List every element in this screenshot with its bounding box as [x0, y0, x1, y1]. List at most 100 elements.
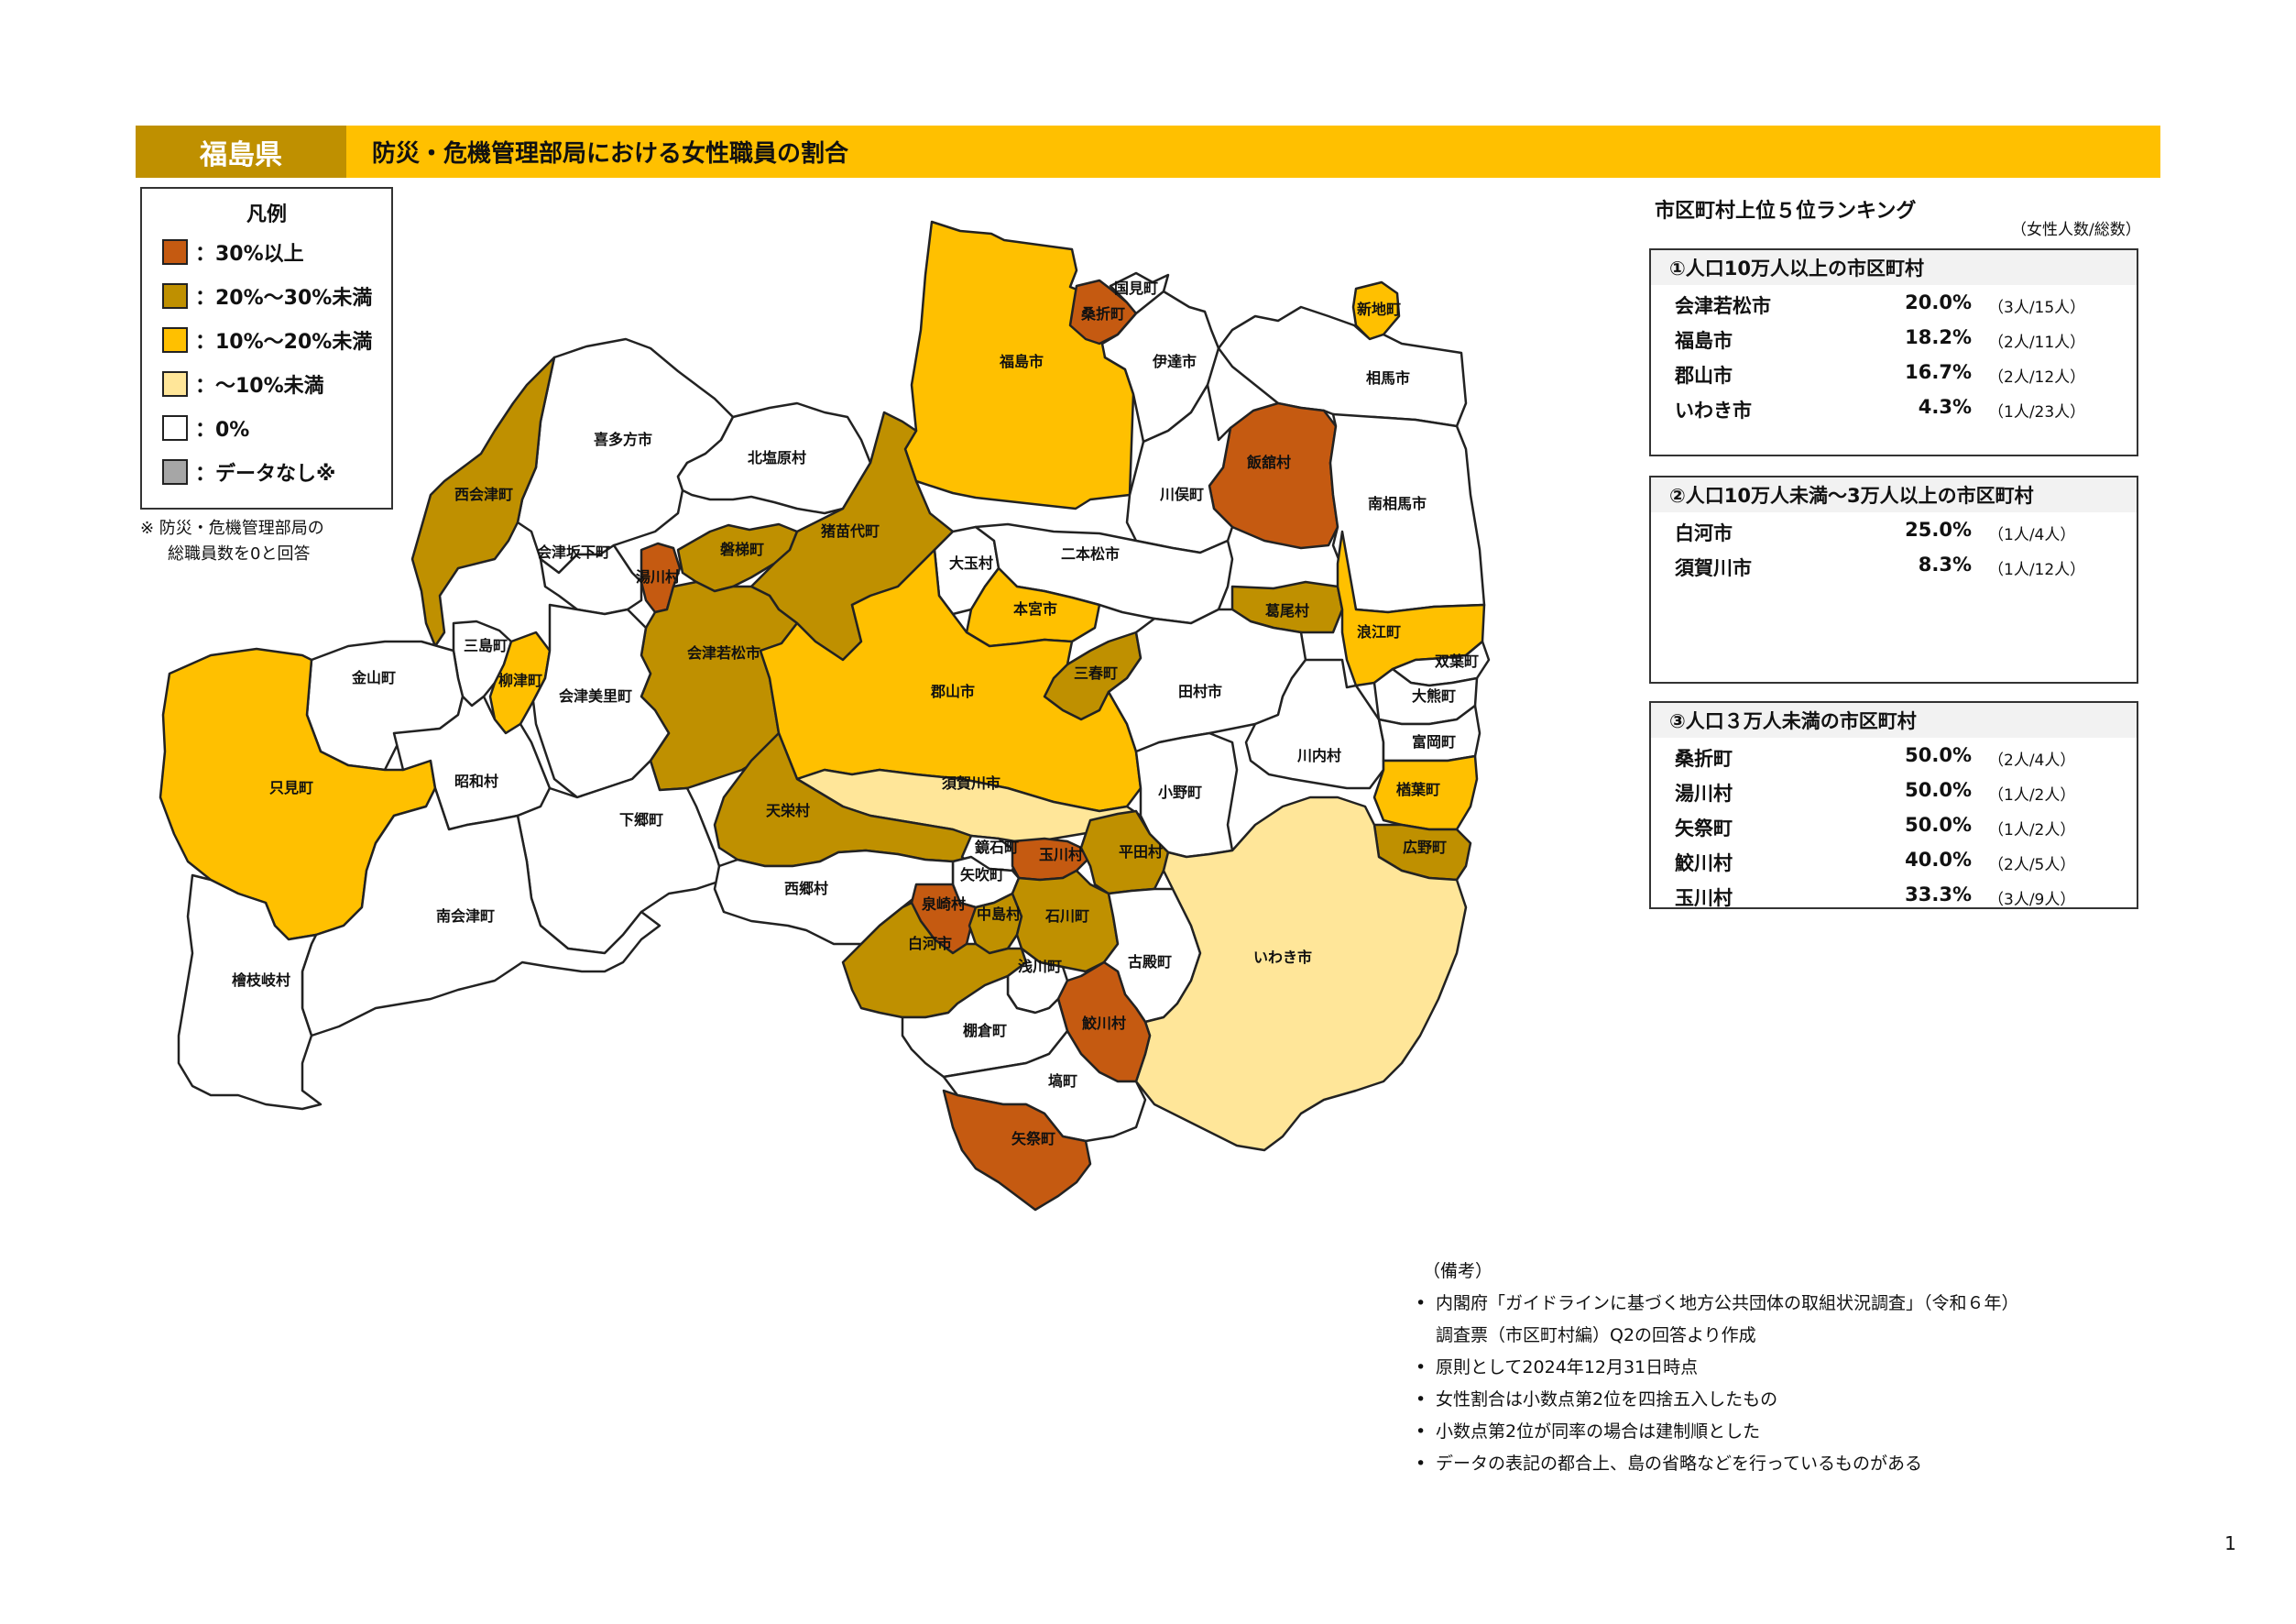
region-矢祭町: [942, 1089, 1092, 1212]
region-label: 飯舘村: [1246, 454, 1291, 471]
region-label: 天栄村: [766, 802, 810, 819]
ranking-percent: 50.0%: [1905, 779, 1972, 801]
region-label: いわき市: [1253, 949, 1312, 966]
region-中島村: [968, 892, 1023, 955]
legend-swatch: [162, 371, 188, 397]
region-label: 浪江町: [1357, 623, 1401, 641]
ranking-name: 郡山市: [1675, 365, 1733, 387]
ranking-row: 郡山市 16.7% （2人/12人）: [1651, 355, 2137, 390]
bullet: •: [1416, 1454, 1427, 1474]
prefecture-label: 福島県: [136, 126, 346, 178]
ranking-row: 白河市 25.0% （1人/4人）: [1651, 512, 2137, 547]
legend-label: ：～10%未満: [195, 375, 324, 398]
legend-swatch: [162, 283, 188, 309]
ranking-percent: 8.3%: [1918, 554, 1972, 576]
region-label: 広野町: [1403, 839, 1447, 856]
ranking-count: （1人/12人）: [1988, 561, 2086, 579]
region-label: 桑折町: [1080, 305, 1125, 323]
legend-swatch: [162, 459, 188, 485]
region-label: 楢葉町: [1396, 781, 1440, 798]
region-label: 鮫川村: [1082, 1015, 1126, 1032]
region-label: 須賀川市: [941, 774, 1000, 792]
ranking-name: 桑折町: [1675, 748, 1733, 770]
remarks-item-continued: 調査票（市区町村編）Q2の回答より作成: [1416, 1320, 2019, 1352]
ranking-name: 湯川村: [1675, 783, 1733, 805]
ranking-count: （2人/4人）: [1988, 752, 2076, 770]
ranking-percent: 50.0%: [1905, 744, 1972, 766]
region-label: 西会津町: [454, 486, 513, 503]
region-label: 柳津町: [498, 672, 542, 689]
region-北塩原村: [676, 401, 872, 515]
legend-item-20-30: ：20%～30%未満: [162, 282, 372, 310]
legend-item-10-20: ：10%～20%未満: [162, 326, 372, 354]
region-label: 下郷町: [619, 811, 663, 828]
region-label: 猪苗代町: [820, 522, 880, 540]
region-label: 石川町: [1044, 907, 1089, 925]
remarks-text: 原則として2024年12月31日時点: [1436, 1357, 1699, 1377]
ranking-name: 矢祭町: [1675, 817, 1733, 839]
region-棚倉町: [901, 974, 1069, 1079]
legend-label: ：0%: [195, 419, 250, 442]
ranking-count: （1人/4人）: [1988, 526, 2076, 544]
ranking-percent: 4.3%: [1918, 396, 1972, 418]
region-label: 昭和村: [454, 773, 498, 790]
legend-item-zero: ：0%: [162, 414, 249, 442]
remarks-text: 調査票（市区町村編）Q2の回答より作成: [1436, 1325, 1756, 1345]
legend-label: ：30%以上: [195, 243, 304, 266]
ranking-name: 須賀川市: [1675, 557, 1752, 579]
region-檜枝岐村: [177, 873, 323, 1111]
ranking-group-heading: ①人口10万人以上の市区町村: [1651, 250, 2137, 285]
region-label: 矢吹町: [960, 866, 1004, 883]
region-label: 喜多方市: [594, 431, 652, 448]
header-bar: 福島県 防災・危機管理部局における女性職員の割合: [136, 126, 2160, 178]
region-label: 白河市: [908, 935, 952, 952]
remarks-text: 小数点第2位が同率の場合は建制順とした: [1436, 1421, 1761, 1442]
bullet: •: [1416, 1293, 1427, 1313]
ranking-group-heading: ③人口３万人未満の市区町村: [1651, 703, 2137, 738]
ranking-percent: 16.7%: [1905, 361, 1972, 383]
legend-label: ：10%～20%未満: [195, 331, 373, 354]
region-label: 古殿町: [1128, 953, 1172, 971]
region-label: 南相馬市: [1368, 495, 1427, 512]
ranking-count: （1人/2人）: [1988, 786, 2076, 805]
legend-item-under-10: ：～10%未満: [162, 370, 324, 398]
ranking-row: 桑折町 50.0% （2人/4人）: [1651, 738, 2137, 773]
region-label: 玉川村: [1039, 846, 1083, 863]
legend-note-line-1: ※ 防災・危機管理部局の: [140, 519, 324, 538]
region-label: 平田村: [1119, 843, 1163, 861]
ranking-name: いわき市: [1675, 400, 1752, 422]
region-label: 磐梯町: [719, 541, 764, 558]
region-西会津町: [410, 356, 556, 648]
region-label: 伊達市: [1152, 353, 1197, 370]
region-label: 中島村: [977, 905, 1021, 923]
ranking-title: 市区町村上位５位ランキング: [1655, 200, 1917, 223]
ranking-row: いわき市 4.3% （1人/23人）: [1651, 390, 2137, 424]
ranking-group-heading: ②人口10万人未満～3万人以上の市区町村: [1651, 477, 2137, 512]
region-楢葉町: [1372, 754, 1479, 831]
region-label: 国見町: [1114, 280, 1158, 297]
ranking-row: 福島市 18.2% （2人/11人）: [1651, 320, 2137, 355]
region-label: 檜枝岐村: [232, 971, 290, 989]
region-label: 二本松市: [1061, 545, 1120, 563]
region-南会津町: [301, 786, 661, 1037]
region-label: 棚倉町: [963, 1022, 1007, 1039]
ranking-name: 会津若松市: [1675, 295, 1771, 317]
legend-swatch: [162, 239, 188, 265]
remarks-item: • 小数点第2位が同率の場合は建制順とした: [1416, 1416, 2019, 1448]
region-label: 富岡町: [1412, 733, 1456, 751]
region-富岡町: [1377, 704, 1481, 763]
region-label: 会津坂下町: [537, 543, 610, 561]
ranking-group-medium: ②人口10万人未満～3万人以上の市区町村 白河市 25.0% （1人/4人） 須賀川…: [1649, 476, 2138, 684]
region-label: 西郷村: [784, 880, 828, 897]
ranking-unit: （女性人数/総数）: [2011, 221, 2141, 239]
legend-item-30-plus: ：30%以上: [162, 238, 304, 266]
ranking-count: （2人/12人）: [1988, 368, 2086, 387]
bullet: •: [1416, 1389, 1427, 1410]
region-label: 本宮市: [1013, 600, 1057, 618]
region-label: 大熊町: [1412, 687, 1456, 705]
map-legend: 凡例 ：30%以上 ：20%～30%未満 ：10%～20%未満 ：～10%未満 …: [140, 187, 393, 510]
remarks: （備考） • 内閣府「ガイドラインに基づく地方公共団体の取組状況調査」（令和６年）…: [1416, 1256, 2019, 1480]
legend-footnote: ※ 防災・危機管理部局の 総職員数を0と回答: [140, 516, 324, 567]
ranking-name: 鮫川村: [1675, 852, 1733, 874]
region-label: 只見町: [269, 779, 313, 796]
